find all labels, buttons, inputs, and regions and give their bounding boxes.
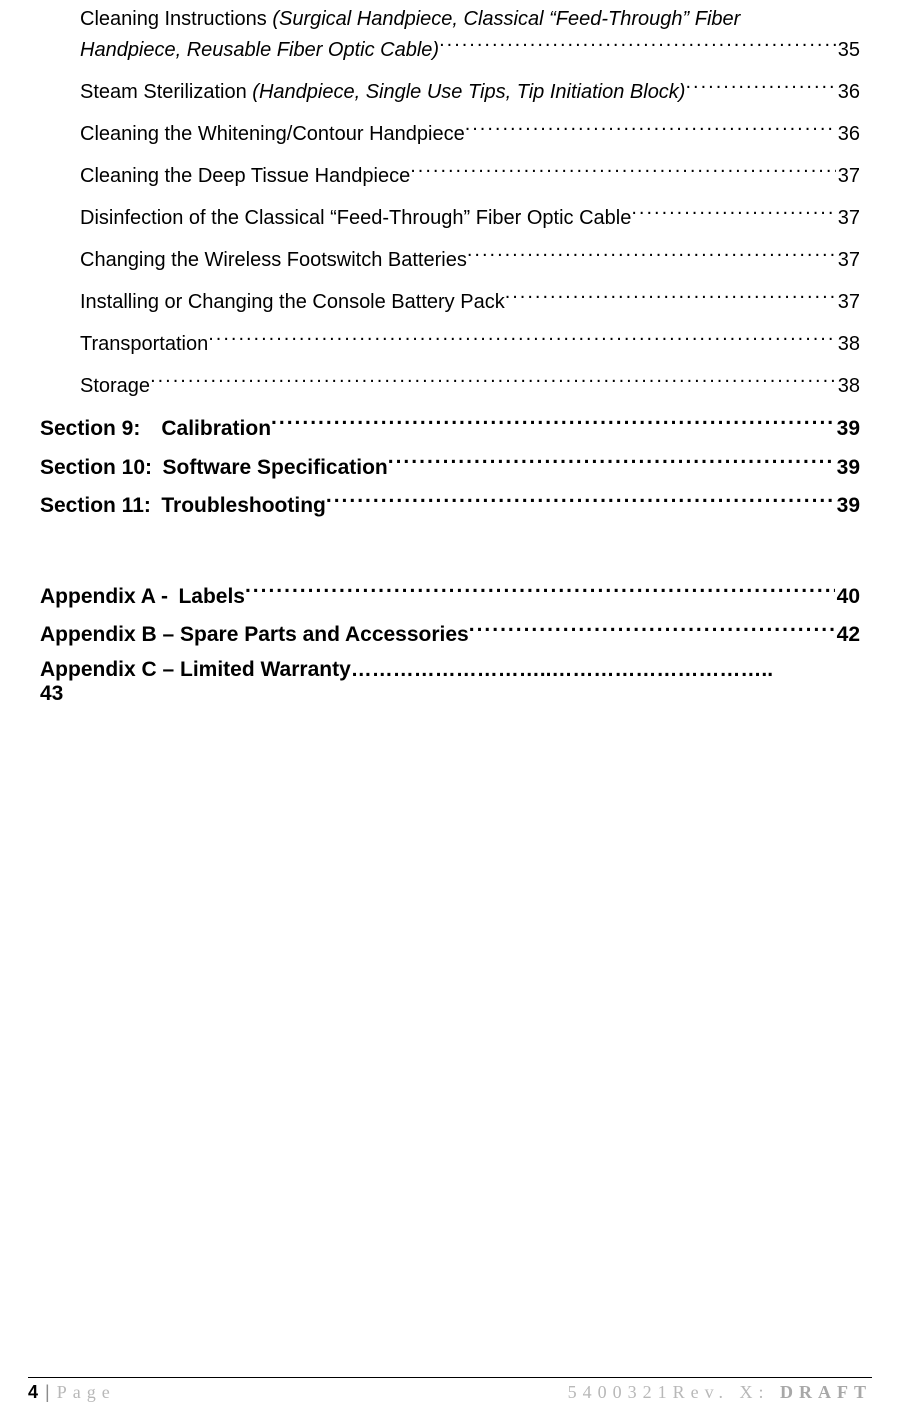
- footer-draft: DRAFT: [780, 1382, 872, 1402]
- page-footer: 4 | Page 5400321Rev. X: DRAFT: [0, 1377, 900, 1403]
- toc-appendix-c: Appendix C – Limited Warranty………………………..…: [40, 658, 860, 706]
- toc-label-plain: Cleaning Instructions: [80, 8, 272, 30]
- toc-label-plain: Steam Sterilization: [80, 81, 252, 103]
- toc-label-plain: Installing or Changing the Console Batte…: [80, 291, 505, 313]
- toc-leader-dots: [208, 330, 836, 350]
- footer-page-num: 4: [28, 1382, 38, 1402]
- toc-label: Section 10: Software Specification: [40, 452, 388, 485]
- toc-page-number: 36: [836, 77, 860, 108]
- toc-label: Cleaning the Whitening/Contour Handpiece: [80, 119, 465, 150]
- toc-leader-dots: [439, 36, 836, 56]
- toc-entry: Transportation 38: [40, 329, 860, 360]
- footer-rule: [28, 1377, 872, 1378]
- toc-section-label: Section 10: Software Specification: [40, 456, 388, 479]
- toc-label: Handpiece, Reusable Fiber Optic Cable): [80, 35, 439, 66]
- toc-label-plain: Cleaning the Deep Tissue Handpiece: [80, 165, 410, 187]
- toc-appendix-label: Appendix B – Spare Parts and Accessories: [40, 623, 469, 646]
- toc-entry: Handpiece, Reusable Fiber Optic Cable) 35: [40, 35, 860, 66]
- toc-page-number: 37: [836, 203, 860, 234]
- toc-appendix-label: Appendix A - Labels: [40, 585, 245, 608]
- footer-pipe: |: [38, 1382, 57, 1402]
- toc-entry: Section 10: Software Specification 39: [40, 452, 860, 485]
- toc-label: Transportation: [80, 329, 208, 360]
- toc-label-italic-cont: Handpiece, Reusable Fiber Optic Cable): [80, 39, 439, 61]
- toc-label: Appendix B – Spare Parts and Accessories: [40, 619, 469, 652]
- toc-content: Cleaning Instructions (Surgical Handpiec…: [40, 0, 860, 706]
- toc-label: Changing the Wireless Footswitch Batteri…: [80, 245, 467, 276]
- toc-section-label: Section 9: Calibration: [40, 417, 271, 440]
- toc-entry: Appendix A - Labels 40: [40, 581, 860, 614]
- toc-page-number: 38: [836, 371, 860, 402]
- toc-leader-dots: [465, 120, 836, 140]
- toc-label: Disinfection of the Classical “Feed-Thro…: [80, 203, 631, 234]
- toc-label-plain: Cleaning the Whitening/Contour Handpiece: [80, 123, 465, 145]
- toc-entry: Section 9: Calibration 39: [40, 413, 860, 446]
- toc-entry: Section 11: Troubleshooting 39: [40, 490, 860, 523]
- toc-page-number: 42: [835, 619, 860, 652]
- toc-entry: Changing the Wireless Footswitch Batteri…: [40, 245, 860, 276]
- toc-label: Appendix A - Labels: [40, 581, 245, 614]
- toc-leader-dots: [505, 288, 836, 308]
- toc-section-label: Section 11: Troubleshooting: [40, 494, 326, 517]
- toc-label-plain: Changing the Wireless Footswitch Batteri…: [80, 249, 467, 271]
- toc-appendix-c-page: 43: [40, 682, 860, 706]
- toc-leader-dots: [467, 246, 836, 266]
- page: Cleaning Instructions (Surgical Handpiec…: [0, 0, 900, 1421]
- toc-leader-dots: [410, 162, 836, 182]
- toc-entry: Cleaning the Whitening/Contour Handpiece…: [40, 119, 860, 150]
- toc-label: Cleaning the Deep Tissue Handpiece: [80, 161, 410, 192]
- toc-entry: Storage 38: [40, 371, 860, 402]
- toc-appendix-c-line1: Appendix C – Limited Warranty………………………..…: [40, 658, 860, 682]
- toc-page-number: 39: [835, 452, 860, 485]
- toc-label-italic: (Surgical Handpiece, Classical “Feed-Thr…: [272, 8, 740, 30]
- footer-page-word: Page: [57, 1382, 116, 1402]
- toc-page-number: 40: [835, 581, 860, 614]
- toc-entry-line1: Cleaning Instructions (Surgical Handpiec…: [40, 4, 860, 35]
- toc-leader-dots: [685, 78, 835, 98]
- toc-label: Storage: [80, 371, 150, 402]
- toc-label: Section 11: Troubleshooting: [40, 490, 326, 523]
- toc-label-italic: (Handpiece, Single Use Tips, Tip Initiat…: [252, 81, 685, 103]
- toc-leader-dots: [326, 491, 835, 512]
- toc-page-number: 38: [836, 329, 860, 360]
- toc-leader-dots: [388, 453, 835, 474]
- toc-entry: Steam Sterilization (Handpiece, Single U…: [40, 77, 860, 108]
- toc-page-number: 39: [835, 490, 860, 523]
- footer-row: 4 | Page 5400321Rev. X: DRAFT: [28, 1382, 872, 1403]
- toc-entry: Cleaning the Deep Tissue Handpiece 37: [40, 161, 860, 192]
- toc-leader-dots: [245, 582, 835, 603]
- toc-leader-dots: [631, 204, 835, 224]
- toc-page-number: 37: [836, 161, 860, 192]
- footer-right: 5400321Rev. X: DRAFT: [568, 1382, 872, 1403]
- toc-label-plain: Disinfection of the Classical “Feed-Thro…: [80, 207, 631, 229]
- toc-page-number: 37: [836, 245, 860, 276]
- toc-label: Section 9: Calibration: [40, 413, 271, 446]
- toc-leader-dots: [271, 414, 835, 435]
- toc-leader-dots: [469, 620, 835, 641]
- footer-doc-id: 5400321Rev. X:: [568, 1382, 780, 1402]
- toc-entry: Installing or Changing the Console Batte…: [40, 287, 860, 318]
- toc-label: Cleaning Instructions (Surgical Handpiec…: [80, 4, 740, 35]
- toc-entry: Disinfection of the Classical “Feed-Thro…: [40, 203, 860, 234]
- toc-page-number: 37: [836, 287, 860, 318]
- toc-entry: Appendix B – Spare Parts and Accessories…: [40, 619, 860, 652]
- toc-label: Steam Sterilization (Handpiece, Single U…: [80, 77, 685, 108]
- toc-label-plain: Storage: [80, 375, 150, 397]
- toc-page-number: 39: [835, 413, 860, 446]
- toc-page-number: 36: [836, 119, 860, 150]
- toc-leader-dots: [150, 372, 836, 392]
- footer-left: 4 | Page: [28, 1382, 116, 1403]
- toc-label: Installing or Changing the Console Batte…: [80, 287, 505, 318]
- toc-label-plain: Transportation: [80, 333, 208, 355]
- toc-page-number: 35: [836, 35, 860, 66]
- toc-gap: [40, 529, 860, 575]
